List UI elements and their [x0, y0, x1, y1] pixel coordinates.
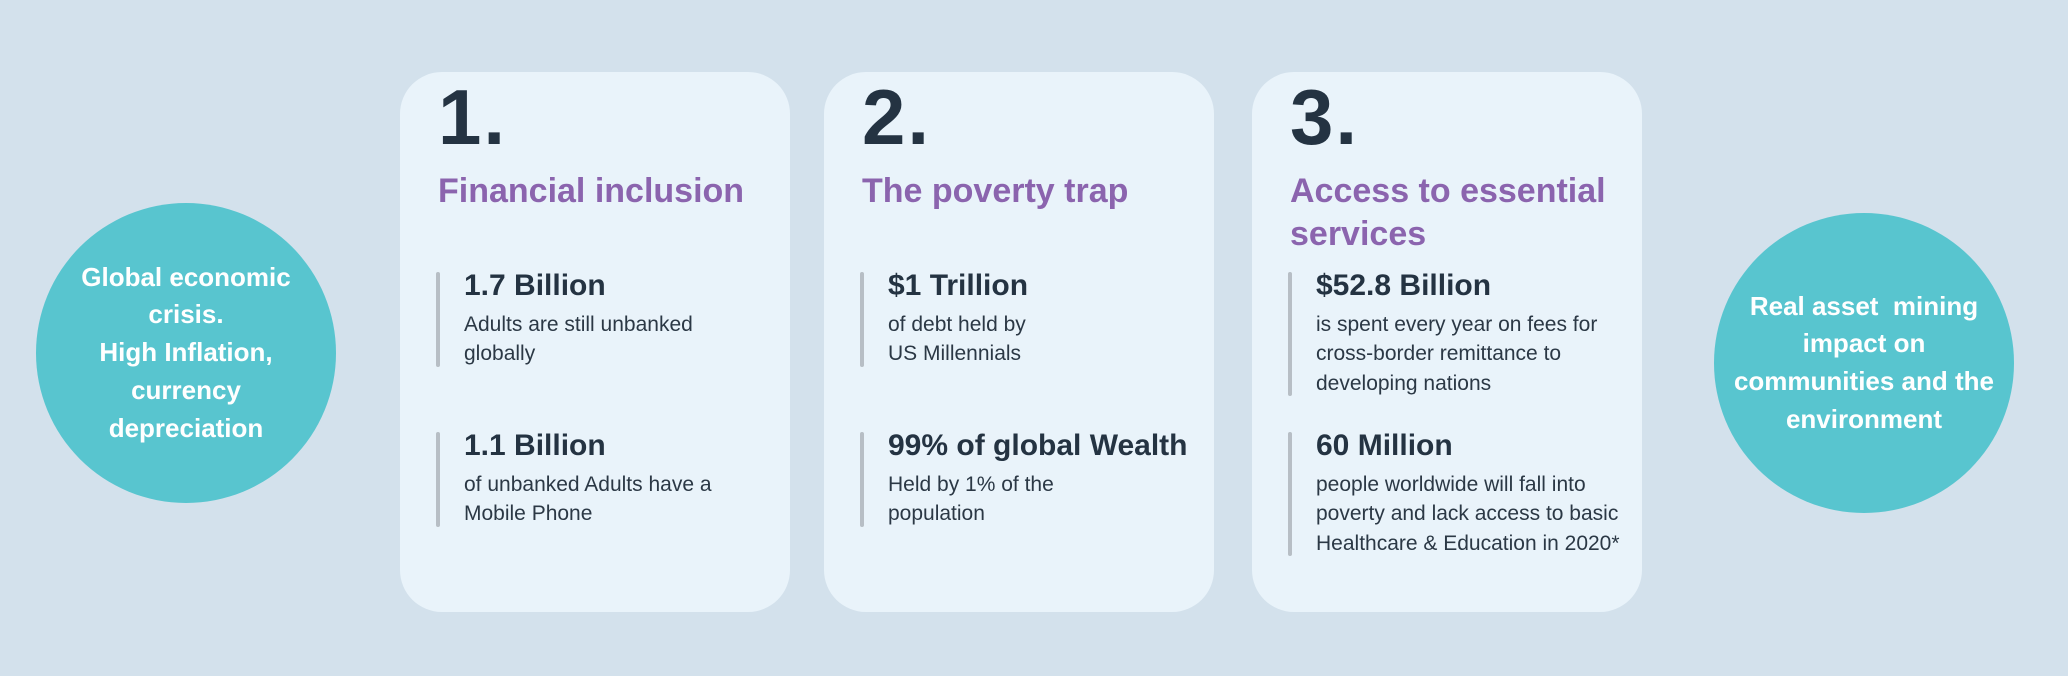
- stat-value: 60 Million: [1316, 429, 1453, 462]
- stat-accent-bar: [436, 432, 440, 527]
- stat-description: people worldwide will fall into poverty …: [1316, 473, 1620, 555]
- stat-item: $52.8 Billion is spent every year on fee…: [1288, 268, 1632, 398]
- stat-accent-bar: [1288, 432, 1292, 557]
- card-access-essential-services: 3. Access to essential services $52.8 Bi…: [1252, 72, 1642, 612]
- stat-item: 1.7 Billion Adults are still unbanked gl…: [436, 268, 780, 369]
- right-challenge-circle: Real asset mining impact on communities …: [1714, 213, 2014, 513]
- stat-value: 1.1 Billion: [464, 429, 606, 462]
- card-title: Financial inclusion: [438, 172, 745, 210]
- card-number: 3.: [1290, 73, 1360, 161]
- card-number: 2.: [862, 73, 932, 161]
- stat-item: 99% of global Wealth Held by 1% of the p…: [860, 428, 1204, 529]
- stat-accent-bar: [1288, 272, 1292, 397]
- card-number: 1.: [438, 73, 508, 161]
- stat-item: 60 Million people worldwide will fall in…: [1288, 428, 1632, 558]
- stat-value: $52.8 Billion: [1316, 269, 1492, 302]
- left-challenge-circle: Global economic crisis. High Inflation, …: [36, 203, 336, 503]
- stat-description: Adults are still unbanked globally: [464, 313, 693, 366]
- stat-accent-bar: [860, 272, 864, 367]
- stat-item: 1.1 Billion of unbanked Adults have a Mo…: [436, 428, 780, 529]
- stat-description: Held by 1% of the population: [888, 473, 1054, 526]
- right-circle-text: Real asset mining impact on communities …: [1733, 290, 1995, 434]
- stat-description: is spent every year on fees for cross-bo…: [1316, 313, 1598, 395]
- card-title: Access to essential services: [1290, 172, 1606, 253]
- stat-value: $1 Trillion: [888, 269, 1029, 302]
- stat-value: 99% of global Wealth: [888, 429, 1188, 462]
- stat-value: 1.7 Billion: [464, 269, 606, 302]
- card-title: The poverty trap: [862, 172, 1129, 210]
- card-financial-inclusion: 1. Financial inclusion 1.7 Billion Adult…: [400, 72, 790, 612]
- card-poverty-trap: 2. The poverty trap $1 Trillion of debt …: [824, 72, 1214, 612]
- stat-item: $1 Trillion of debt held by US Millennia…: [860, 268, 1204, 369]
- stat-description: of unbanked Adults have a Mobile Phone: [464, 473, 712, 526]
- stat-accent-bar: [436, 272, 440, 367]
- left-circle-text: Global economic crisis. High Inflation, …: [81, 261, 291, 443]
- stat-description: of debt held by US Millennials: [888, 313, 1026, 366]
- stat-accent-bar: [860, 432, 864, 527]
